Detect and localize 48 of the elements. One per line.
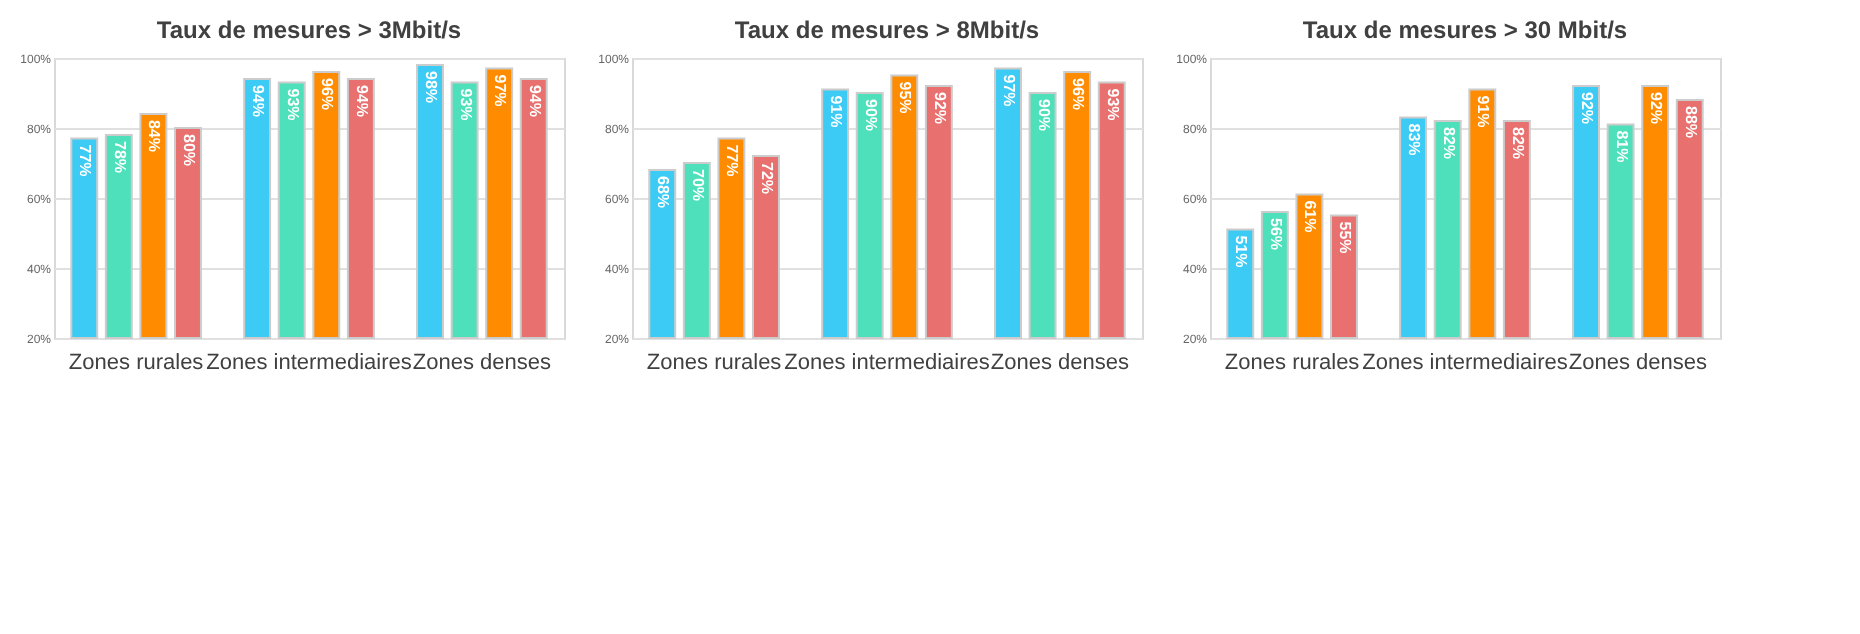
x-tick-label: Zones denses xyxy=(1568,351,1708,375)
x-tick-label: Zones intermediaires xyxy=(784,351,991,375)
data-label: 77% xyxy=(76,144,95,177)
chart-title: Taux de mesures > 3Mbit/s xyxy=(156,16,462,44)
data-label: 97% xyxy=(1000,74,1019,107)
data-label: 72% xyxy=(757,162,776,195)
data-label: 51% xyxy=(1232,235,1251,268)
data-label: 83% xyxy=(1405,123,1424,156)
data-label: 70% xyxy=(688,169,707,202)
data-label: 97% xyxy=(491,74,510,107)
data-label: 93% xyxy=(283,88,302,121)
data-label: 88% xyxy=(1681,106,1700,139)
data-label: 94% xyxy=(352,85,371,118)
data-label: 90% xyxy=(1034,99,1053,132)
data-label: 84% xyxy=(145,120,164,153)
data-label: 93% xyxy=(1103,88,1122,121)
data-label: 81% xyxy=(1612,130,1631,163)
chart-title: Taux de mesures > 30 Mbit/s xyxy=(1302,16,1628,44)
data-label: 96% xyxy=(318,78,337,111)
data-label: 92% xyxy=(1578,92,1597,125)
data-label: 68% xyxy=(654,176,673,209)
x-tick-label: Zones rurales xyxy=(646,351,783,375)
data-label: 94% xyxy=(525,85,544,118)
data-label: 98% xyxy=(422,71,441,104)
data-label: 80% xyxy=(179,134,198,167)
data-label: 78% xyxy=(110,141,129,174)
data-label: 93% xyxy=(456,88,475,121)
data-label: 82% xyxy=(1508,127,1527,160)
data-label: 55% xyxy=(1335,221,1354,254)
data-label: 61% xyxy=(1301,200,1320,233)
data-label: 91% xyxy=(1474,95,1493,128)
x-tick-label: Zones denses xyxy=(990,351,1130,375)
data-label: 92% xyxy=(1647,92,1666,125)
data-label: 91% xyxy=(827,95,846,128)
chart-title: Taux de mesures > 8Mbit/s xyxy=(734,16,1040,44)
data-label: 77% xyxy=(723,144,742,177)
data-label: 82% xyxy=(1439,127,1458,160)
data-label: 96% xyxy=(1069,78,1088,111)
data-label: 56% xyxy=(1266,218,1285,251)
x-tick-label: Zones rurales xyxy=(68,351,205,375)
data-label: 95% xyxy=(896,81,915,114)
x-tick-label: Zones intermediaires xyxy=(206,351,413,375)
x-tick-label: Zones denses xyxy=(412,351,552,375)
data-label: 90% xyxy=(861,99,880,132)
x-tick-label: Zones rurales xyxy=(1224,351,1361,375)
x-tick-label: Zones intermediaires xyxy=(1362,351,1569,375)
data-label: 94% xyxy=(249,85,268,118)
data-label: 92% xyxy=(930,92,949,125)
